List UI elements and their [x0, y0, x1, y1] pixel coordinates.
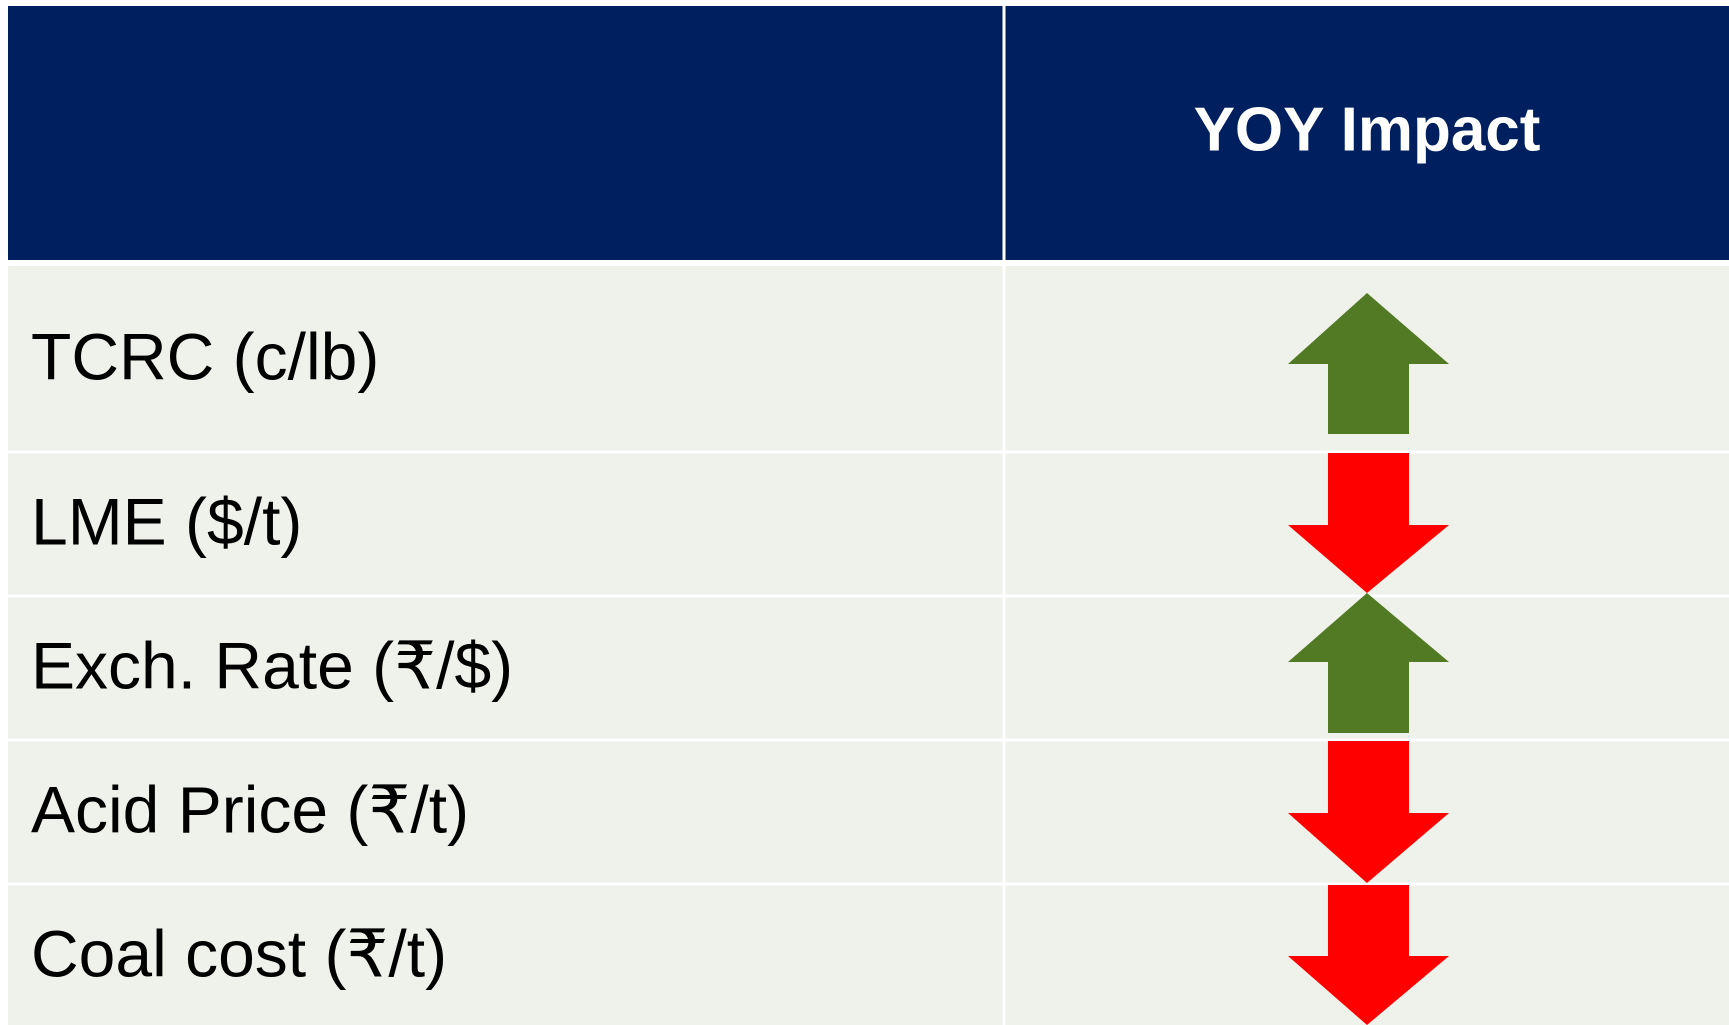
- row-label: TCRC (c/lb): [31, 319, 379, 393]
- down-arrow: [1288, 885, 1449, 1025]
- down-arrow: [1288, 741, 1449, 883]
- row-label: Exch. Rate (₹/$): [31, 628, 513, 702]
- header-title: YOY Impact: [1194, 95, 1541, 164]
- body-cells: [8, 266, 1729, 1025]
- row-label: LME ($/t): [31, 484, 302, 558]
- row-label: Coal cost (₹/t): [31, 916, 447, 990]
- up-arrow: [1288, 593, 1449, 733]
- down-arrow: [1288, 453, 1449, 593]
- up-arrow: [1288, 293, 1449, 434]
- row-label: Acid Price (₹/t): [31, 772, 469, 846]
- header-row: [8, 6, 1729, 260]
- body-background: [8, 266, 1729, 1025]
